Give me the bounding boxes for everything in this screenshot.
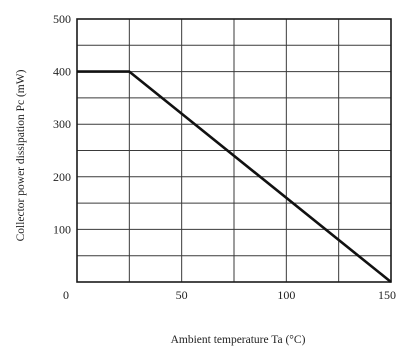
x-tick-label: 0 bbox=[63, 288, 69, 302]
grid bbox=[77, 19, 391, 282]
x-axis-label: Ambient temperature Ta (°C) bbox=[171, 334, 306, 346]
series-group bbox=[77, 70, 392, 284]
y-axis-label: Collector power dissipation Pc (mW) bbox=[15, 69, 27, 241]
x-tick-labels: 0 50 100 150 bbox=[63, 288, 396, 302]
y-tick-label: 300 bbox=[53, 117, 71, 131]
x-tick-label: 100 bbox=[277, 288, 295, 302]
y-tick-labels: 100 200 300 400 500 bbox=[53, 12, 71, 236]
y-tick-label: 100 bbox=[53, 222, 71, 236]
y-tick-label: 400 bbox=[53, 65, 71, 79]
y-tick-label: 200 bbox=[53, 170, 71, 184]
x-tick-label: 50 bbox=[176, 288, 188, 302]
x-tick-label: 150 bbox=[378, 288, 396, 302]
plot-frame bbox=[76, 18, 392, 283]
series-line bbox=[77, 70, 392, 284]
y-tick-label: 500 bbox=[53, 12, 71, 26]
